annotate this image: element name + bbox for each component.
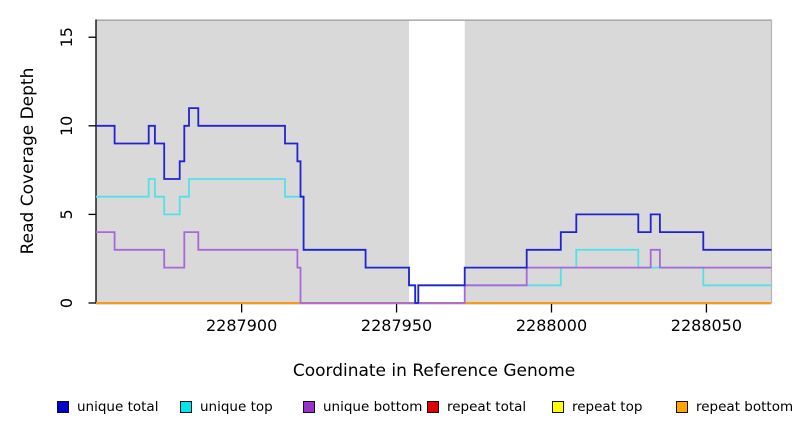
- legend-label: repeat top: [572, 399, 643, 415]
- x-tick-label: 2287900: [206, 316, 277, 335]
- y-tick-label: 10: [57, 116, 76, 136]
- legend-item-unique-top: unique top: [180, 399, 273, 415]
- series-line-unique-total: [96, 107, 772, 304]
- legend-label: unique total: [77, 399, 159, 415]
- x-tick-label: 2288050: [671, 316, 742, 335]
- legend-swatch-unique-total: [57, 401, 69, 413]
- legend-item-repeat-top: repeat top: [552, 399, 642, 415]
- legend-item-repeat-total: repeat total: [427, 399, 526, 415]
- legend-swatch-unique-top: [180, 401, 192, 413]
- legend-swatch-repeat-bottom: [676, 401, 688, 413]
- legend-item-repeat-bottom: repeat bottom: [676, 399, 792, 415]
- series-line-unique-bottom: [96, 231, 772, 304]
- legend-swatch-unique-bottom: [303, 401, 315, 413]
- masked-region: [408, 20, 465, 303]
- x-tick-label: 2288000: [516, 316, 587, 335]
- legend: unique total unique top unique bottom repea…: [0, 399, 792, 417]
- y-tick-label: 15: [57, 27, 76, 47]
- legend-label: repeat total: [447, 399, 527, 415]
- legend-label: unique bottom: [323, 399, 423, 415]
- legend-swatch-repeat-top: [552, 401, 564, 413]
- legend-label: unique top: [200, 399, 273, 415]
- y-tick-label: 0: [57, 298, 76, 308]
- legend-swatch-repeat-total: [427, 401, 439, 413]
- x-axis-title: Coordinate in Reference Genome: [293, 361, 575, 381]
- legend-label: repeat bottom: [696, 399, 792, 415]
- x-tick-label: 2287950: [361, 316, 432, 335]
- plot-area: 0 5 10 15 2287900 2287950 2288000 2288050: [57, 19, 773, 335]
- legend-item-unique-total: unique total: [57, 399, 158, 415]
- legend-item-unique-bottom: unique bottom: [303, 399, 422, 415]
- y-axis-title: Read Coverage Depth: [18, 68, 38, 255]
- y-tick-label: 5: [57, 209, 76, 219]
